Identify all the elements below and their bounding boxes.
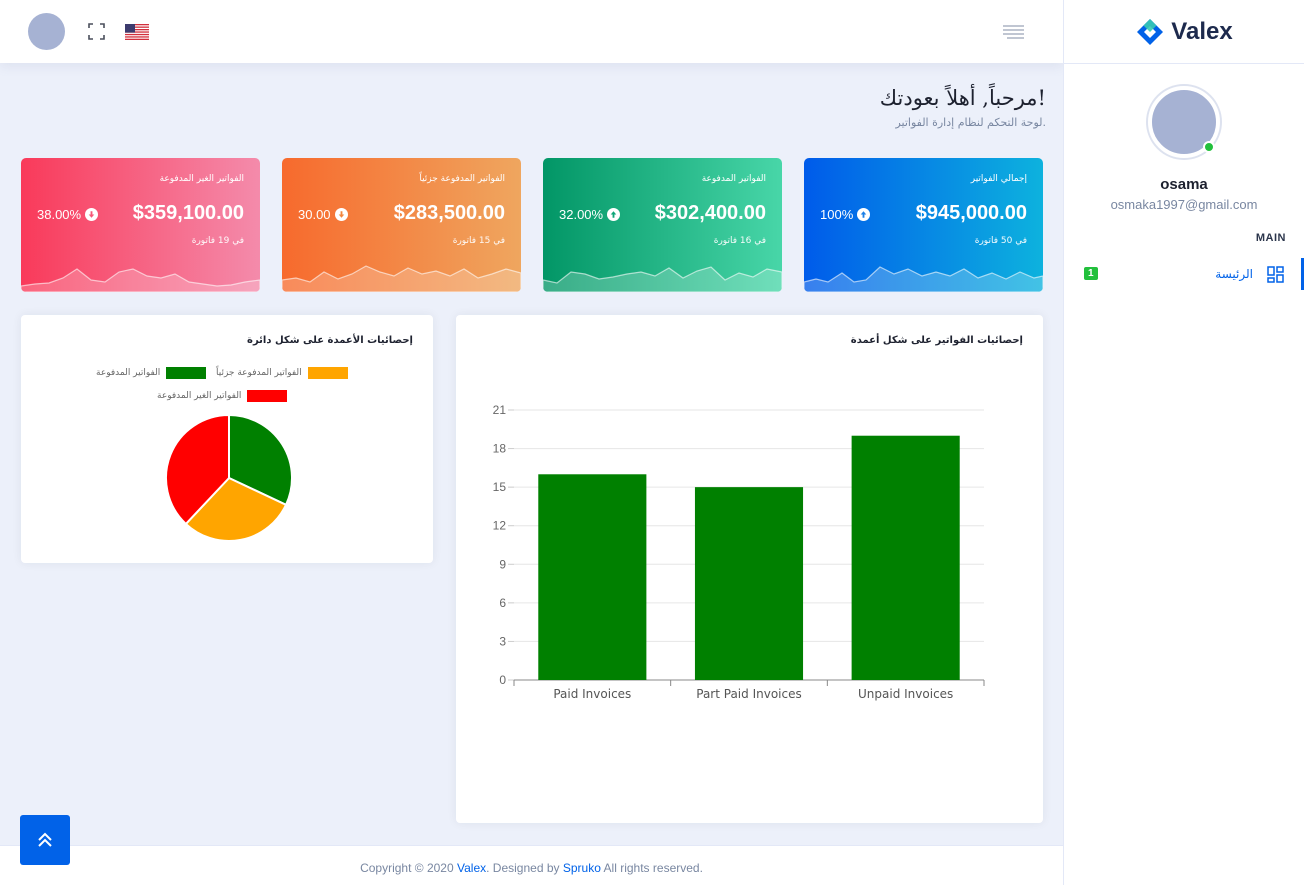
card-title: الفواتير الغير المدفوعة (159, 174, 244, 184)
card-percent: 38.00% (37, 207, 99, 222)
page-subtitle: لوحة التحكم لنظام إدارة الفواتير. (895, 116, 1046, 129)
bar-0[interactable] (538, 474, 647, 680)
header-avatar[interactable] (28, 13, 65, 50)
arrow-up-circle-icon (857, 208, 871, 221)
dashboard-icon (1267, 265, 1284, 283)
panel-title: إحصائيات الأعمدة على شكل دائرة (247, 335, 413, 346)
card-partially-paid-invoices: الفواتير المدفوعة جزئياً $283,500.00 30.… (282, 158, 521, 292)
legend-item[interactable]: الفواتير المدفوعة جزئياً (216, 367, 348, 379)
sidebar-category: MAIN (1255, 232, 1286, 244)
card-count: في 15 فاتورة (452, 236, 505, 246)
card-amount: $283,500.00 (393, 202, 505, 224)
y-tick-label: 21 (493, 403, 507, 417)
top-header (0, 0, 1063, 63)
x-tick-label: Unpaid Invoices (858, 687, 953, 701)
y-tick-label: 9 (499, 557, 506, 571)
card-total-invoices: إجمالي الفواتير $945,000.00 100% في 50 ف… (804, 158, 1043, 292)
card-amount: $945,000.00 (915, 202, 1027, 224)
footer-middle: . Designed by (486, 861, 563, 875)
back-to-top-button[interactable] (20, 815, 70, 865)
legend-label: الفواتير الغير المدفوعة (157, 391, 242, 401)
x-tick-label: Paid Invoices (553, 687, 631, 701)
card-percent-value: 100% (820, 207, 854, 222)
card-amount: $359,100.00 (132, 202, 244, 224)
card-unpaid-invoices: الفواتير الغير المدفوعة $359,100.00 38.0… (21, 158, 260, 292)
sidebar-item-home[interactable]: 1 الرئيسة (1064, 258, 1304, 290)
x-tick-label: Part Paid Invoices (696, 687, 801, 701)
arrow-up-circle-icon (607, 208, 621, 221)
card-sparkline (21, 268, 260, 292)
user-avatar[interactable] (1148, 86, 1220, 158)
card-percent: 32.00% (559, 207, 621, 222)
sidebar: Valex osama osmaka1997@gmail.com MAIN 1 … (1063, 0, 1304, 885)
bar-chart-panel: إحصائيات الفواتير على شكل أعمدة 0 3 6 9 12 15… (456, 315, 1043, 823)
pie-chart (165, 413, 293, 542)
legend-swatch (166, 367, 207, 379)
page-title: مرحباً, أهلاً بعودتك! (879, 86, 1046, 110)
y-tick-label: 18 (493, 442, 507, 456)
pie-chart-panel: إحصائيات الأعمدة على شكل دائرة الفواتير … (21, 315, 433, 563)
footer-prefix: Copyright © 2020 (360, 861, 457, 875)
y-tick-label: 15 (493, 480, 507, 494)
footer-designer-link[interactable]: Spruko (562, 861, 601, 875)
legend-label: الفواتير المدفوعة (96, 368, 161, 378)
legend-item[interactable]: الفواتير المدفوعة (96, 367, 207, 379)
sidebar-user: osama osmaka1997@gmail.com (1064, 64, 1304, 212)
double-chevron-up-icon (38, 832, 52, 847)
legend-swatch (307, 367, 348, 379)
card-title: الفواتير المدفوعة (701, 174, 766, 184)
user-email: osmaka1997@gmail.com (1110, 197, 1258, 212)
legend-swatch (247, 390, 288, 402)
menu-toggle-icon[interactable] (1003, 25, 1024, 39)
y-tick-label: 12 (493, 519, 507, 533)
legend-label: الفواتير المدفوعة جزئياً (216, 368, 302, 378)
fullscreen-icon[interactable] (88, 23, 105, 40)
valex-logo-icon (1137, 18, 1164, 45)
y-tick-label: 6 (499, 596, 506, 610)
card-title: الفواتير المدفوعة جزئياً (419, 174, 505, 184)
card-count: في 19 فاتورة (191, 236, 244, 246)
card-sparkline (543, 266, 782, 292)
card-percent-value: 38.00% (37, 207, 82, 222)
card-percent-value: 30.00 (298, 207, 331, 222)
online-status-icon (1203, 141, 1215, 153)
pie-slice-2[interactable] (165, 413, 230, 526)
card-sparkline (804, 266, 1043, 292)
card-percent: 100% (820, 207, 871, 222)
card-percent-value: 32.00% (559, 207, 604, 222)
footer: Copyright © 2020 Valex. Designed by Spru… (0, 845, 1063, 885)
welcome-section: مرحباً, أهلاً بعودتك! لوحة التحكم لنظام … (880, 86, 1046, 129)
card-amount: $302,400.00 (654, 202, 766, 224)
bar-1[interactable] (694, 487, 804, 680)
panel-title: إحصائيات الفواتير على شكل أعمدة (850, 335, 1023, 346)
pie-slice-0[interactable] (228, 413, 293, 507)
card-sparkline (282, 265, 521, 292)
us-flag-icon[interactable] (125, 24, 149, 40)
card-count: في 16 فاتورة (713, 236, 766, 246)
bar-2[interactable] (851, 435, 960, 680)
y-tick-label: 3 (499, 634, 506, 648)
sidebar-item-label: الرئيسة (1215, 267, 1253, 281)
arrow-down-circle-icon (85, 208, 99, 221)
brand-name: Valex (1171, 17, 1233, 45)
sidebar-item-badge: 1 (1084, 267, 1098, 280)
user-name: osama (1160, 176, 1208, 193)
brand-logo[interactable]: Valex (1064, 0, 1304, 64)
card-paid-invoices: الفواتير المدفوعة $302,400.00 32.00% في … (543, 158, 782, 292)
legend-item[interactable]: الفواتير الغير المدفوعة (157, 390, 288, 402)
card-percent: 30.00 (298, 207, 348, 222)
y-tick-label: 0 (499, 673, 506, 687)
footer-suffix: All rights reserved. (600, 861, 703, 875)
bar-chart: 0 3 6 9 12 15 18 21 Paid Invoices Part Paid Invoi… (493, 403, 985, 701)
arrow-down-circle-icon (334, 208, 348, 221)
footer-brand-link[interactable]: Valex (456, 861, 487, 875)
card-title: إجمالي الفواتير (970, 174, 1027, 184)
pie-slice-1[interactable] (184, 476, 288, 542)
card-count: في 50 فاتورة (974, 236, 1027, 246)
